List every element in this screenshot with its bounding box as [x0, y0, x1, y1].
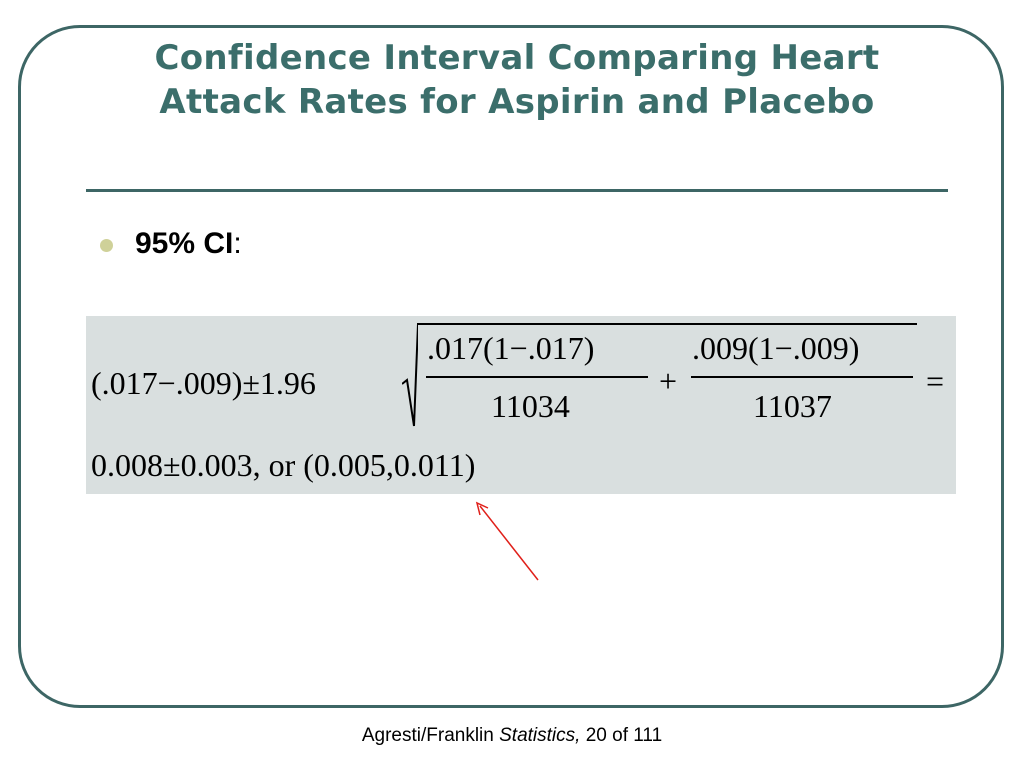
- bullet-item: 95% CI:: [100, 224, 242, 264]
- formula-plus: +: [659, 363, 678, 399]
- bullet-text: 95% CI:: [135, 227, 242, 261]
- fraction-1-numerator: .017(1−.017): [427, 330, 595, 366]
- footer-page: 20 of 111: [585, 725, 663, 746]
- radical-overline: [417, 323, 917, 325]
- slide-footer: Agresti/Franklin Statistics, 20 of 111: [0, 725, 1024, 747]
- slide-frame: [18, 25, 1004, 708]
- formula-lhs: (.017−.009)±1.96: [91, 365, 316, 401]
- fraction-1-denominator: 11034: [491, 388, 570, 424]
- formula-result: 0.008±0.003, or (0.005,0.011): [91, 447, 476, 483]
- fraction-1-bar: [426, 376, 648, 378]
- fraction-2-numerator: .009(1−.009): [692, 330, 860, 366]
- formula-equals: =: [926, 363, 945, 399]
- formula-box: (.017−.009)±1.96 .017(1−.017) 11034 + .0…: [86, 316, 956, 494]
- fraction-2-bar: [691, 376, 913, 378]
- footer-book: Statistics,: [499, 725, 581, 746]
- bullet-suffix: :: [233, 227, 242, 260]
- fraction-2-denominator: 11037: [753, 388, 832, 424]
- slide-title: Confidence Interval Comparing Heart Atta…: [154, 38, 880, 122]
- title-divider: [86, 189, 948, 192]
- footer-authors: Agresti/Franklin: [361, 725, 494, 746]
- bullet-dot-icon: [100, 238, 113, 252]
- radical-sign: [402, 323, 418, 427]
- bullet-label: 95% CI: [135, 227, 234, 260]
